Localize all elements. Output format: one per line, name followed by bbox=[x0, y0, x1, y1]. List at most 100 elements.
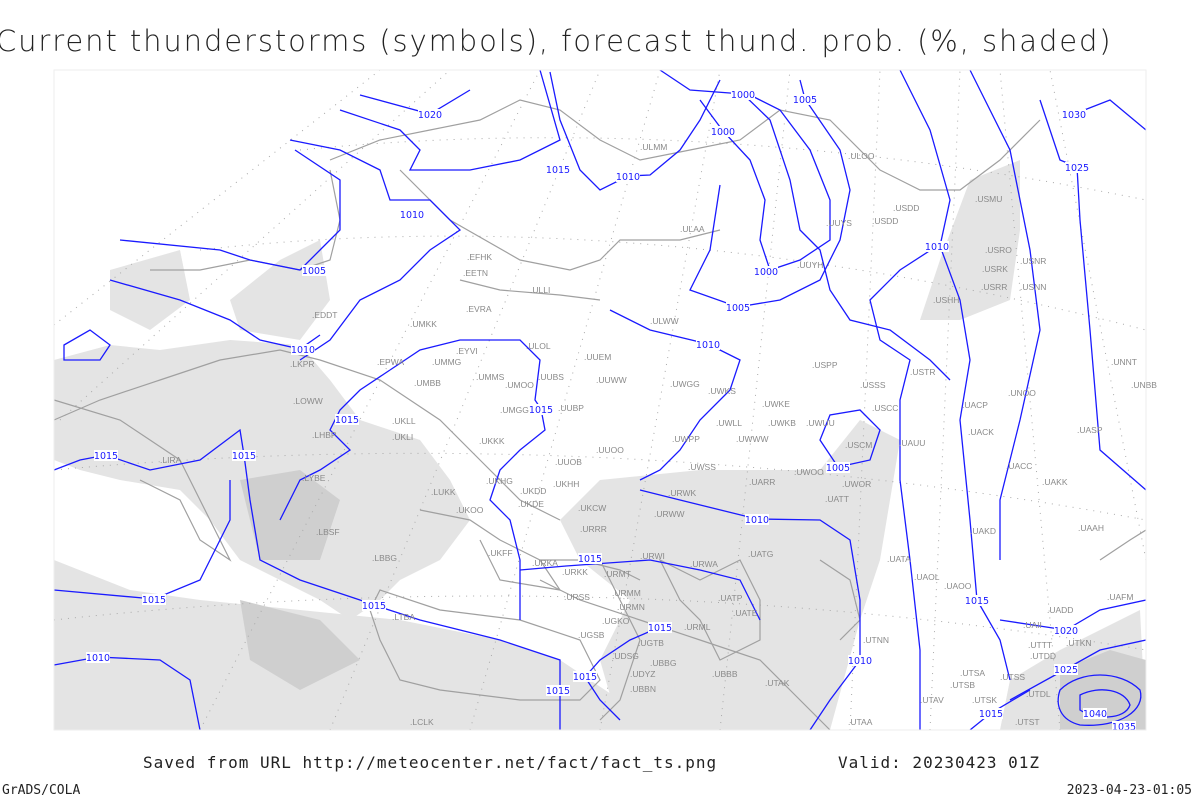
station-label: .UMGG bbox=[500, 405, 529, 415]
isobar-label-background bbox=[573, 671, 597, 682]
station-label: .USRO bbox=[985, 245, 1012, 255]
isobar-label: 1025 bbox=[1054, 665, 1078, 676]
station-label: .UNBB bbox=[1131, 380, 1157, 390]
station-label: .UMOO bbox=[505, 380, 534, 390]
isobar-label-background bbox=[826, 462, 850, 473]
station-label: .UUWW bbox=[596, 375, 627, 385]
station-label: .URWW bbox=[654, 509, 685, 519]
station-label: .UATP bbox=[718, 593, 743, 603]
station-label: .LIRA bbox=[160, 455, 182, 465]
station-label: .EVRA bbox=[466, 304, 492, 314]
station-label: .UKDD bbox=[520, 486, 546, 496]
station-label: .UWGG bbox=[670, 379, 700, 389]
isobar-label: 1005 bbox=[826, 463, 850, 474]
station-label: .USRK bbox=[982, 264, 1008, 274]
isobar-label: 1020 bbox=[1054, 626, 1078, 637]
station-label: .UWUU bbox=[806, 418, 835, 428]
isobar-label: 1015 bbox=[232, 451, 256, 462]
isobar-label-background bbox=[965, 595, 989, 606]
station-label: .USCM bbox=[845, 440, 872, 450]
station-label: .UDYZ bbox=[630, 669, 656, 679]
isobar-label: 1015 bbox=[142, 595, 166, 606]
station-label: .UKFF bbox=[488, 548, 513, 558]
station-label: .UGSB bbox=[578, 630, 605, 640]
station-label: .USCC bbox=[872, 403, 898, 413]
isobar-label-background bbox=[335, 414, 359, 425]
isobar-label-background bbox=[848, 655, 872, 666]
station-label: .LCLK bbox=[410, 717, 434, 727]
station-label: .UATA bbox=[887, 554, 911, 564]
isobar-label: 1015 bbox=[362, 601, 386, 612]
isobar-label: 1020 bbox=[418, 110, 442, 121]
station-label: .UATG bbox=[748, 549, 773, 559]
valid-time: Valid: 20230423 01Z bbox=[838, 753, 1041, 772]
station-label: .UNOO bbox=[1008, 388, 1036, 398]
station-label: .UKOO bbox=[456, 505, 484, 515]
isobar-label: 1010 bbox=[291, 345, 315, 356]
station-label: .LBBG bbox=[372, 553, 397, 563]
isobar-label: 1010 bbox=[616, 172, 640, 183]
station-label: .UUBS bbox=[538, 372, 564, 382]
station-label: .ULWW bbox=[650, 316, 679, 326]
station-label: .UAAH bbox=[1078, 523, 1104, 533]
isobar-label: 1010 bbox=[848, 656, 872, 667]
station-label: .USMU bbox=[975, 194, 1002, 204]
station-label: .UWKB bbox=[768, 418, 796, 428]
isobar-label-background bbox=[1054, 664, 1078, 675]
station-label: .UKCW bbox=[578, 503, 606, 513]
station-label: .UTAK bbox=[765, 678, 790, 688]
isobar-label-background bbox=[142, 594, 166, 605]
isobar-label: 1010 bbox=[745, 515, 769, 526]
station-label: .UWSS bbox=[688, 462, 716, 472]
isobar-label-background bbox=[1062, 109, 1086, 120]
station-label: .UWOO bbox=[794, 467, 824, 477]
station-label: .UUOO bbox=[596, 445, 624, 455]
station-label: .UMMS bbox=[476, 372, 505, 382]
station-label: .LBSF bbox=[316, 527, 340, 537]
station-label: .UWOR bbox=[842, 479, 871, 489]
isobar-label-background bbox=[1065, 162, 1089, 173]
isobar-label-background bbox=[362, 600, 386, 611]
station-label: .URWA bbox=[690, 559, 718, 569]
station-label: .ULLI bbox=[530, 285, 550, 295]
station-label: .USSS bbox=[860, 380, 886, 390]
isobar-label-background bbox=[979, 708, 1003, 719]
station-label: .UWKS bbox=[708, 386, 736, 396]
station-label: .EETN bbox=[463, 268, 488, 278]
isobar-label: 1015 bbox=[335, 415, 359, 426]
station-label: .URKK bbox=[562, 567, 588, 577]
station-label: .EDDT bbox=[312, 310, 338, 320]
isobar-label-background bbox=[731, 89, 755, 100]
station-label: .URMM bbox=[612, 588, 641, 598]
station-label: .UBBG bbox=[650, 658, 676, 668]
station-label: .UTST bbox=[1015, 717, 1040, 727]
isobar-label-background bbox=[400, 209, 424, 220]
station-label: .UASP bbox=[1077, 425, 1103, 435]
isobar-label-background bbox=[578, 553, 602, 564]
isobar-label-background bbox=[86, 652, 110, 663]
station-label: .LHBP bbox=[312, 430, 337, 440]
isobar-label-background bbox=[726, 302, 750, 313]
station-label: .UUYH bbox=[797, 260, 823, 270]
station-label: .UKKK bbox=[479, 436, 505, 446]
isobar-label: 1000 bbox=[711, 127, 735, 138]
station-label: .UUOB bbox=[555, 457, 582, 467]
station-label: .UWWW bbox=[736, 434, 769, 444]
station-label: .USRR bbox=[981, 282, 1007, 292]
generated-timestamp: 2023-04-23-01:05 bbox=[1066, 783, 1192, 798]
station-label: .UBBB bbox=[712, 669, 738, 679]
station-label: .UMBB bbox=[414, 378, 441, 388]
station-label: .UATT bbox=[825, 494, 849, 504]
isobar-label-background bbox=[232, 450, 256, 461]
station-labels: .ULAA .ULOO .UUYS .UUYH .USDD .USMU .USRO .USRK… bbox=[160, 142, 1157, 727]
isobar-label-background bbox=[418, 109, 442, 120]
station-label: .UAKK bbox=[1042, 477, 1068, 487]
station-label: .UUBP bbox=[558, 403, 584, 413]
station-label: .UARR bbox=[749, 477, 775, 487]
station-label: .UTSK bbox=[972, 695, 997, 705]
station-label: .LOWW bbox=[293, 396, 323, 406]
station-label: .USDD bbox=[872, 216, 898, 226]
isobar-label: 1015 bbox=[979, 709, 1003, 720]
station-label: .UDSG bbox=[612, 651, 639, 661]
isobar-label: 1035 bbox=[1112, 722, 1136, 733]
